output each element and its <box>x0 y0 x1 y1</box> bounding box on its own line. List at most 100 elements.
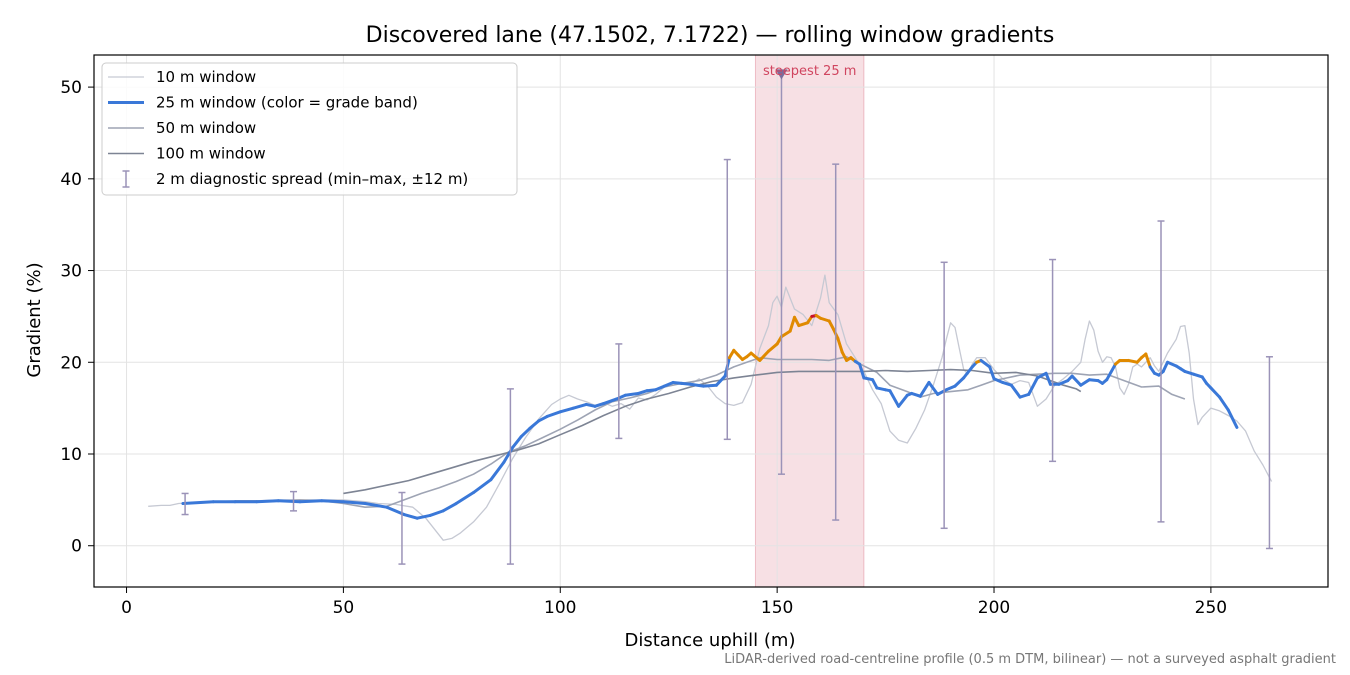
series-25m-segment <box>454 491 476 506</box>
y-tick-label: 10 <box>60 445 82 465</box>
series-25m-segment <box>1044 371 1052 386</box>
legend-entry-50m-label: 50 m window <box>156 119 256 137</box>
series-25m-segment <box>918 380 931 398</box>
x-tick-label: 50 <box>333 598 355 618</box>
steepest-marker-icon <box>775 69 788 80</box>
series-25m-segment <box>1218 395 1230 412</box>
series-25m-segment <box>1192 372 1204 379</box>
series-10m-line <box>148 274 1273 541</box>
x-tick-label: 200 <box>978 598 1010 618</box>
series-25m-segment <box>519 426 532 439</box>
series-25m-segment <box>1209 386 1222 399</box>
series-lines <box>148 274 1273 541</box>
series-25m-segment <box>1166 360 1178 368</box>
series-25m-segment <box>662 380 675 388</box>
x-tick-label: 150 <box>761 598 793 618</box>
steepest-label: steepest 25 m <box>763 64 856 79</box>
series-25m-segment <box>537 414 549 423</box>
legend-entry-errorbar-label: 2 m diagnostic spread (min–max, ±12 m) <box>156 170 468 188</box>
series-25m-segment <box>363 502 389 509</box>
series-25m-segment <box>749 351 762 362</box>
series-25m-segment <box>428 509 445 517</box>
series-100m-line <box>343 368 1082 495</box>
series-25m-segment <box>415 513 432 520</box>
x-tick-label: 100 <box>544 598 576 618</box>
series-25m-segment <box>766 342 779 353</box>
x-tick-label: 0 <box>121 598 132 618</box>
series-25m-segment <box>1009 383 1022 399</box>
series-25m-segment <box>858 362 866 380</box>
series-25m-segment <box>792 315 801 328</box>
series-25m-segment <box>623 391 640 397</box>
legend-box <box>101 62 518 196</box>
series-25m-segment <box>797 321 810 328</box>
series-25m-segment <box>571 402 588 410</box>
series-25m-segment <box>827 319 836 331</box>
series-25m-segment <box>688 382 705 388</box>
series-25m-segment <box>558 406 575 414</box>
series-25m-segment <box>276 499 302 504</box>
series-25m-segment <box>992 377 1005 384</box>
series-25m-segment <box>181 500 215 506</box>
series-25m-segment <box>1144 352 1152 369</box>
series-25m-segment <box>871 378 879 390</box>
series-25m-segment <box>528 419 541 430</box>
legend-entry-25m-label: 25 m window (color = grade band) <box>156 94 418 112</box>
data-caption: LiDAR-derived road-centreline profile (0… <box>724 652 1336 667</box>
series-25m-segment <box>441 502 458 513</box>
series-25m-segment <box>1018 392 1031 399</box>
series-25m-segment <box>979 358 992 369</box>
plot-frame <box>93 54 1329 588</box>
series-25m-segment <box>1027 376 1039 396</box>
series-25m-segment <box>320 499 345 504</box>
x-tick-label: 250 <box>1195 598 1227 618</box>
y-tick-label: 40 <box>60 170 82 190</box>
series-25m-segment <box>897 393 909 408</box>
series-25m-segment <box>402 513 419 520</box>
series-25m-segment <box>1070 374 1083 387</box>
series-25m-segment <box>1079 378 1091 387</box>
series-25m-segment <box>1035 371 1048 380</box>
series-25m-segment <box>758 349 770 362</box>
y-tick-label: 50 <box>60 78 82 98</box>
series-25m-segment <box>602 397 619 406</box>
series-25m-segment <box>927 380 940 396</box>
series-25m-segment <box>511 435 523 450</box>
series-25m-segment <box>545 410 562 418</box>
series-25m-segment <box>953 376 966 388</box>
series-25m-segment <box>988 365 996 381</box>
series-50m-line <box>235 356 1186 508</box>
series-25m-segment <box>714 374 727 387</box>
series-25m-segment <box>341 500 367 506</box>
series-25m-segment <box>1161 360 1170 373</box>
y-tick-label: 0 <box>71 537 82 557</box>
series-25m-segment <box>1001 380 1013 387</box>
series-25m-segment <box>962 365 974 380</box>
y-axis-label: Gradient (%) <box>24 262 45 377</box>
series-25m-segment <box>593 402 606 408</box>
series-25m-segment <box>788 315 796 333</box>
series-25m-segment <box>779 329 792 339</box>
series-25m-segment <box>1105 362 1117 382</box>
series-25m-segment <box>654 384 666 392</box>
series-25m-segment <box>888 389 901 408</box>
legend-entry-100m-label: 100 m window <box>156 145 266 163</box>
series-25m-segment <box>489 460 506 482</box>
x-axis-label: Distance uphill (m) <box>625 630 796 651</box>
series-25m-segment <box>472 478 493 495</box>
y-tick-label: 20 <box>60 353 82 373</box>
legend-entry-10m-label: 10 m window <box>156 68 256 86</box>
series-25m-segment <box>819 316 831 323</box>
series-25m-segment <box>701 383 718 388</box>
series-25m-segment <box>944 384 957 392</box>
series-25m-segment <box>910 391 922 398</box>
series-25m-segment <box>636 389 649 395</box>
y-tick-label: 30 <box>60 262 82 282</box>
series-25m-segment <box>255 499 280 504</box>
series-25m-segment <box>1183 369 1196 376</box>
series-25m-segment <box>840 350 849 362</box>
chart-title: Discovered lane (47.1502, 7.1722) — roll… <box>366 23 1055 48</box>
series-25m-segment <box>836 336 844 354</box>
legend: 10 m window 25 m window (color = grade ba… <box>101 62 518 196</box>
